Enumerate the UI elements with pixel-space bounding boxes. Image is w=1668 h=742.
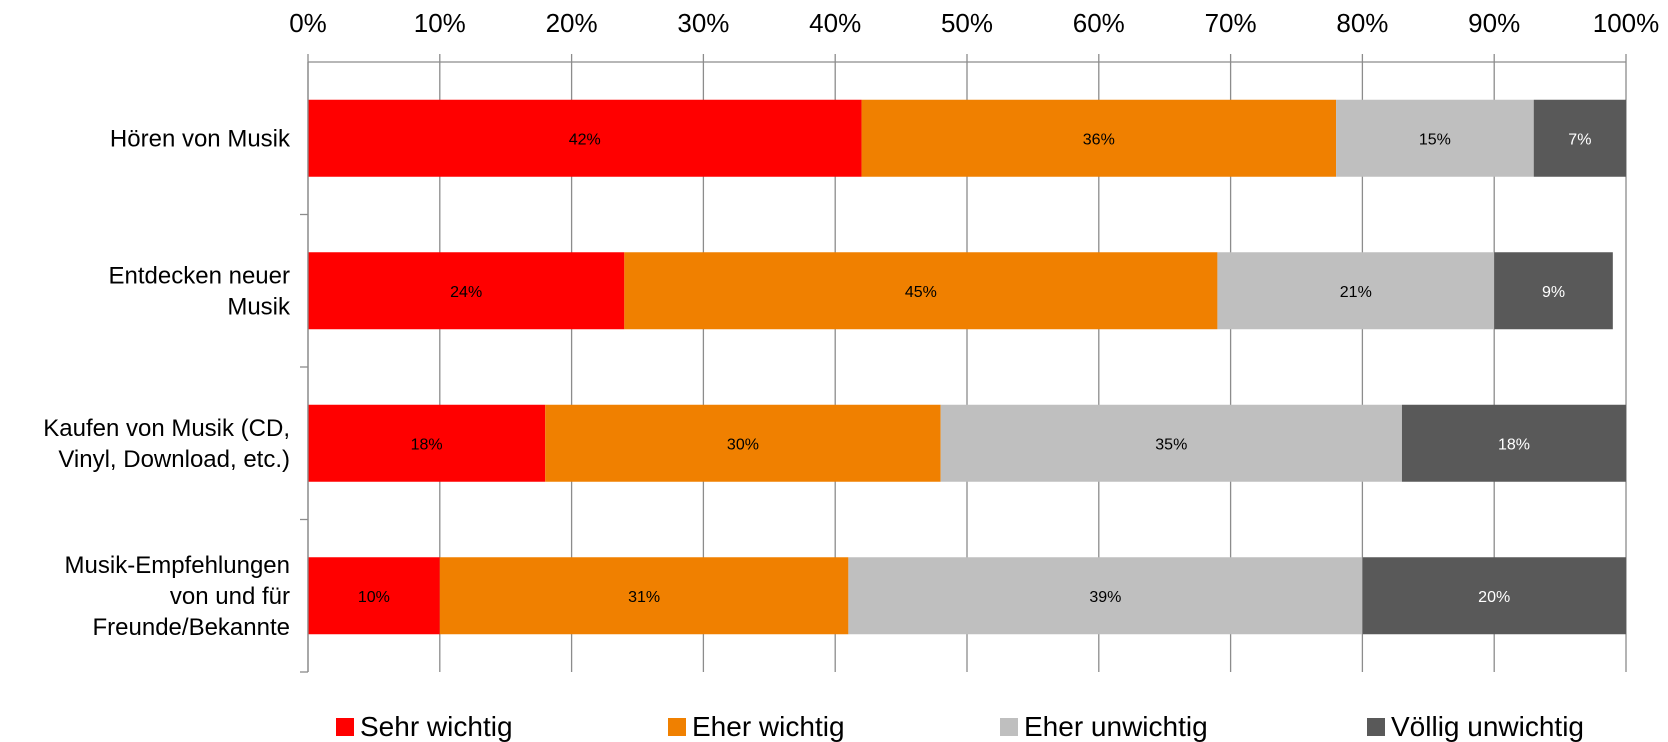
x-tick-label: 10%: [414, 8, 466, 38]
data-label: 39%: [1089, 589, 1121, 606]
data-label: 10%: [358, 589, 390, 606]
x-tick-label: 80%: [1336, 8, 1388, 38]
bar-segment: [1401, 404, 1626, 482]
category-label: Musik-Empfehlungen von und für Freunde/Bek…: [65, 552, 290, 641]
bar-segment: [848, 557, 1363, 635]
x-tick-label: 60%: [1073, 8, 1125, 38]
data-label: 7%: [1568, 131, 1591, 148]
legend: Sehr wichtig Eher wichtig Eher unwichtig Vö…: [336, 711, 1584, 742]
category-label: Entdecken neuer Musik: [109, 262, 291, 320]
data-label: 24%: [450, 284, 482, 301]
x-tick-label: 100%: [1593, 8, 1660, 38]
data-label: 42%: [569, 131, 601, 148]
data-label: 9%: [1542, 284, 1565, 301]
legend-swatch: [1367, 718, 1385, 736]
data-label: 35%: [1155, 436, 1187, 453]
bar-segment: [439, 557, 849, 635]
x-tick-label: 30%: [677, 8, 729, 38]
category-label: Hören von Musik: [110, 125, 291, 152]
data-label: 20%: [1478, 589, 1510, 606]
bar-segment: [940, 404, 1402, 482]
legend-swatch: [336, 718, 354, 736]
data-label: 31%: [628, 589, 660, 606]
legend-swatch: [1000, 718, 1018, 736]
legend-label: Eher unwichtig: [1024, 711, 1208, 742]
legend-label: Völlig unwichtig: [1391, 711, 1584, 742]
bar-segment: [1217, 252, 1495, 330]
data-label: 45%: [905, 284, 937, 301]
legend-label: Sehr wichtig: [360, 711, 513, 742]
bar-segment: [308, 404, 546, 482]
legend-label: Eher wichtig: [692, 711, 845, 742]
x-tick-label: 0%: [289, 8, 327, 38]
bar-segment: [624, 252, 1218, 330]
bar-segment: [545, 404, 941, 482]
bar-segment: [1362, 557, 1626, 635]
x-tick-label: 70%: [1205, 8, 1257, 38]
bar-segment: [1494, 252, 1613, 330]
bar-segment: [861, 99, 1337, 177]
bar-segment: [308, 557, 440, 635]
x-tick-label: 90%: [1468, 8, 1520, 38]
x-tick-label: 50%: [941, 8, 993, 38]
category-label: Kaufen von Musik (CD, Vinyl, Download, et…: [43, 415, 290, 473]
bar-segment: [1533, 99, 1626, 177]
data-label: 18%: [1498, 436, 1530, 453]
data-label: 18%: [411, 436, 443, 453]
bar-segment: [308, 252, 625, 330]
data-label: 21%: [1340, 284, 1372, 301]
legend-swatch: [668, 718, 686, 736]
x-tick-label: 40%: [809, 8, 861, 38]
axes: 0% 10% 20% 30% 40% 50% 60% 70% 80% 90% 100% Hören v…: [43, 8, 1660, 673]
bars: 42% 36% 15% 7% 24% 45% 21% 9% 18% 30% 35% 18% 10% 31%…: [308, 99, 1626, 635]
data-label: 30%: [727, 436, 759, 453]
bar-segment: [1336, 99, 1534, 177]
x-tick-label: 20%: [546, 8, 598, 38]
bar-segment: [308, 99, 862, 177]
data-label: 15%: [1419, 131, 1451, 148]
data-label: 36%: [1083, 131, 1115, 148]
